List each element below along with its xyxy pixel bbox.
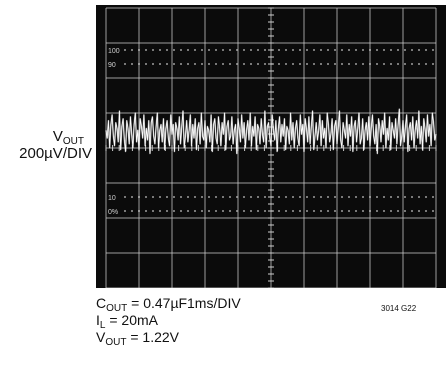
- x-axis-label: 1ms/DIV: [187, 295, 241, 311]
- screen-marker-label: 100: [108, 48, 120, 55]
- il-condition: IL = 20mA: [96, 312, 158, 331]
- y-scale-label: 200µV/DIV: [19, 145, 92, 162]
- oscilloscope-screen: 100 90 10 0%: [96, 5, 446, 288]
- noise-trace: [105, 108, 437, 154]
- figure-id: 3014 G22: [381, 304, 417, 313]
- test-conditions: COUT = 0.47µF IL = 20mA VOUT = 1.22V: [96, 295, 188, 348]
- vout-condition: VOUT = 1.22V: [96, 329, 179, 348]
- screen-marker-label: 90: [108, 62, 116, 69]
- cout-condition: COUT = 0.47µF: [96, 295, 188, 314]
- y-axis-label: VOUT 200µV/DIV: [0, 128, 92, 162]
- screen-marker-label: 10: [108, 195, 116, 202]
- screen-marker-label: 0%: [108, 209, 118, 216]
- scope-plot: 100 90 10 0%: [105, 7, 437, 288]
